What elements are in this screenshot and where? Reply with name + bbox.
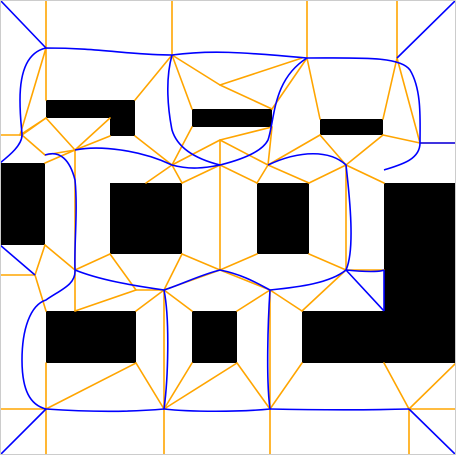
skeleton-segment: [74, 289, 137, 312]
skeleton-segment: [19, 47, 47, 136]
offset-curve: [74, 147, 221, 169]
skeleton-segment: [135, 362, 165, 410]
skeleton-segment: [256, 164, 269, 184]
skeleton-segment: [74, 117, 111, 151]
skeleton-segment: [219, 126, 273, 141]
skeleton-segment: [171, 54, 193, 110]
skeleton-segment: [382, 134, 421, 144]
offset-curve: [21, 153, 77, 410]
skeleton-segment: [171, 54, 221, 86]
skeleton-segment: [308, 253, 347, 271]
skeleton-segment: [21, 117, 47, 136]
skeleton-segment: [219, 84, 273, 110]
skeleton-segment: [236, 289, 271, 312]
offset-curve: [45, 408, 410, 413]
offset-curve: [345, 269, 385, 273]
offset-curve: [74, 152, 352, 291]
skeleton-segment: [171, 164, 183, 184]
skeleton-segment: [267, 164, 310, 184]
skeleton-segment: [269, 362, 303, 410]
skeleton-segment: [74, 135, 111, 151]
skeleton-segment: [145, 164, 173, 184]
skeleton-segment: [21, 134, 46, 156]
skeleton-segment: [219, 57, 303, 86]
skeleton-segment: [171, 139, 221, 166]
skeleton-segment: [134, 135, 173, 166]
skeleton-segment: [163, 362, 193, 410]
skeleton-segment: [383, 362, 410, 410]
skeleton-segment: [306, 57, 321, 120]
offset-curve: [167, 54, 308, 166]
skeleton-segment: [236, 362, 271, 410]
skeleton-segment: [382, 57, 398, 120]
obstacle-layer: [0, 100, 456, 363]
offset-diagonal: [345, 269, 385, 312]
obstacle-top-left-bar: [46, 100, 135, 136]
offset-diagonal: [0, 408, 47, 455]
skeleton-segment: [74, 253, 111, 271]
skeleton-segment: [219, 139, 269, 166]
skeleton-segment: [163, 253, 183, 291]
obstacle-bottom-middle-block: [192, 311, 237, 363]
offset-diagonal: [396, 0, 456, 59]
offset-diagonal: [0, 244, 36, 276]
skeleton-segment: [134, 54, 173, 101]
skeleton-segment: [109, 253, 137, 291]
skeleton-segment: [163, 362, 238, 410]
skeleton-segment: [219, 164, 258, 184]
obstacle-center-right-block: [257, 183, 309, 254]
obstacle-l-shape: [302, 183, 456, 363]
skeleton-segment: [34, 274, 47, 312]
skeleton-segment: [163, 289, 193, 312]
offset-curve: [163, 289, 271, 413]
skeleton-segment: [34, 244, 46, 276]
obstacle-center-left-block: [110, 183, 182, 254]
skeleton-segment: [267, 126, 273, 166]
skeleton-segment: [271, 57, 308, 110]
skeleton-segment: [44, 149, 76, 164]
offset-diagonal: [408, 408, 456, 455]
skeleton-segment: [181, 164, 221, 184]
skeleton-segment: [301, 269, 347, 312]
skeleton-segment: [345, 164, 385, 184]
skeleton-segment: [45, 117, 76, 151]
skeleton-segment: [45, 362, 137, 410]
obstacle-left-block: [0, 163, 45, 245]
skeleton-segment: [44, 244, 76, 271]
skeleton-segment: [219, 253, 258, 271]
skeleton-segment: [319, 134, 347, 166]
obstacle-top-right-bar: [320, 119, 383, 135]
skeleton-segment: [135, 289, 165, 312]
skeleton-segment: [408, 362, 456, 410]
skeleton-segment: [308, 164, 347, 184]
skeleton-segment: [396, 57, 421, 144]
skeleton-segment: [269, 289, 303, 312]
skeleton-segment: [219, 269, 271, 291]
offset-diagonal: [0, 0, 47, 49]
skeleton-segment: [181, 253, 221, 271]
skeleton-segment: [267, 134, 321, 166]
obstacle-top-middle-bar: [192, 109, 272, 127]
obstacle-bottom-left-block: [46, 311, 136, 363]
skeleton-segment: [345, 134, 384, 166]
